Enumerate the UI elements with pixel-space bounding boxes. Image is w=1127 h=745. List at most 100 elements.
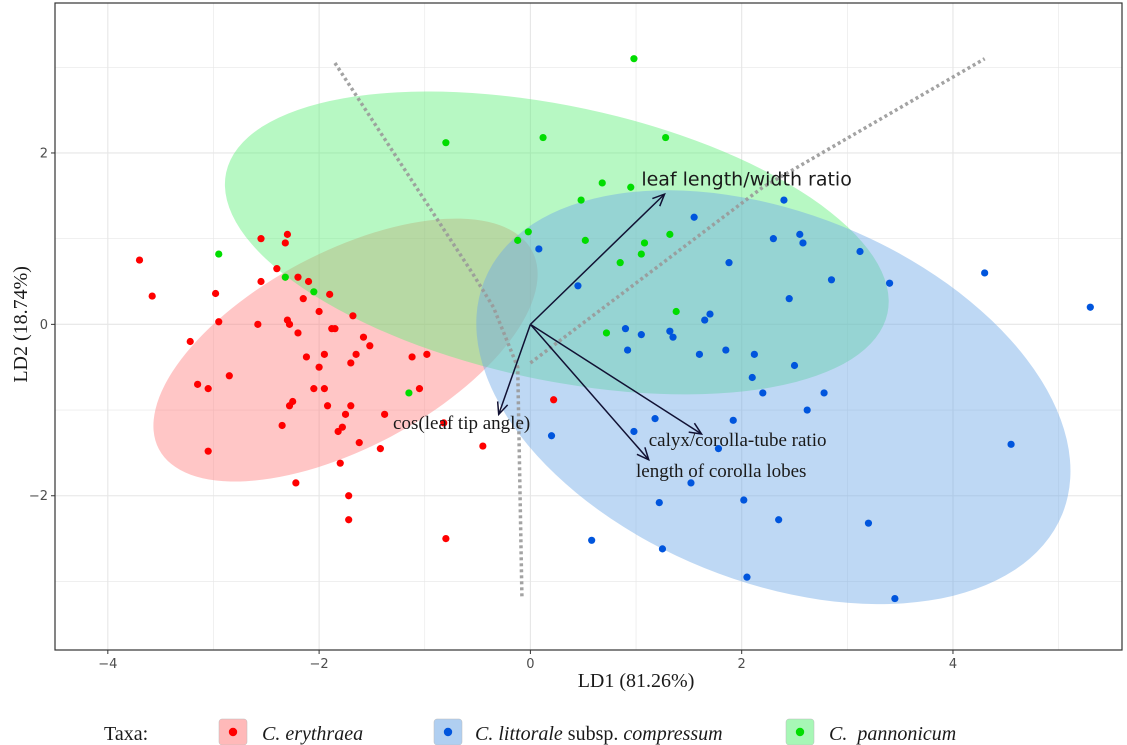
legend-item-erythraea: C. erythraea [218, 718, 363, 745]
point-littorale [981, 269, 989, 277]
point-littorale [714, 445, 723, 453]
point-erythraea [294, 273, 302, 281]
point-erythraea [186, 337, 194, 346]
point-littorale [630, 427, 638, 436]
point-pannonicum [581, 236, 589, 244]
point-littorale [748, 373, 756, 382]
point-littorale [799, 239, 807, 247]
x-tick-label: 0 [526, 657, 534, 672]
legend-item-littorale: C. littorale subsp. compressum [433, 718, 723, 745]
point-erythraea [285, 320, 294, 328]
point-littorale [864, 519, 873, 527]
point-littorale [891, 594, 899, 603]
point-erythraea [345, 516, 353, 524]
point-erythraea [355, 439, 363, 447]
arrow-shaft-4 [529, 323, 650, 461]
point-littorale [574, 282, 582, 290]
point-erythraea [283, 230, 292, 238]
point-pannonicum [598, 179, 606, 187]
arrow-shaft-1 [529, 193, 666, 325]
point-erythraea [292, 479, 300, 487]
x-tick-label: 4 [949, 657, 957, 672]
point-pannonicum [616, 259, 624, 267]
x-tick-label: −2 [310, 657, 329, 672]
arrow-shaft-2 [497, 324, 532, 415]
point-pannonicum [215, 250, 223, 258]
ellipse-erythraea [153, 218, 538, 482]
point-pannonicum [539, 133, 547, 142]
point-erythraea [326, 290, 334, 298]
point-littorale [547, 432, 556, 440]
point-erythraea [194, 380, 202, 388]
point-erythraea [278, 421, 286, 430]
point-erythraea [347, 402, 355, 410]
y-tick-label: 2 [40, 146, 48, 161]
point-erythraea [148, 292, 156, 300]
point-littorale [701, 316, 709, 324]
axis-ticks: −4 −2 0 2 4 −2 0 2 [29, 146, 957, 672]
legend-item-pannonicum: C. pannonicum [785, 718, 956, 745]
y-tick-label: −2 [29, 489, 48, 504]
legend-label-littorale-genus: C. littorale [475, 723, 563, 745]
arrow-label-calyx-ratio: calyx/corolla-tube ratio [649, 430, 827, 451]
x-axis-title: LD1 (81.26%) [578, 670, 695, 692]
point-erythraea [302, 353, 311, 361]
arrow-head-3 [688, 422, 704, 436]
point-littorale [690, 213, 698, 221]
point-littorale [621, 325, 630, 333]
x-tick-label: 2 [738, 657, 746, 672]
legend: Taxa: C. erythraea C. littorale subsp. c… [104, 718, 956, 745]
point-littorale [658, 545, 667, 553]
point-pannonicum [672, 307, 680, 316]
point-pannonicum [310, 288, 318, 296]
point-pannonicum [637, 250, 645, 258]
arrow-head-4 [636, 447, 650, 462]
point-pannonicum [577, 196, 585, 204]
point-littorale [588, 536, 596, 544]
data-points [135, 55, 1094, 603]
point-littorale [780, 196, 788, 204]
point-erythraea [294, 329, 302, 337]
point-littorale [740, 496, 748, 504]
point-pannonicum [666, 230, 674, 238]
point-erythraea [331, 325, 339, 333]
ellipse-littorale [476, 190, 1071, 605]
point-pannonicum [662, 133, 670, 142]
point-erythraea [289, 397, 297, 406]
x-tick-label: −4 [98, 657, 117, 672]
point-erythraea [349, 312, 357, 320]
point-erythraea [211, 289, 220, 298]
point-pannonicum [442, 139, 450, 147]
point-erythraea [304, 277, 313, 286]
point-littorale [820, 389, 828, 397]
point-pannonicum [602, 329, 611, 337]
point-littorale [725, 259, 733, 267]
point-littorale [1007, 440, 1015, 448]
point-erythraea [225, 372, 233, 380]
point-erythraea [310, 385, 318, 393]
point-erythraea [345, 492, 353, 500]
arrow-shaft-3 [529, 323, 702, 435]
point-erythraea [215, 318, 223, 326]
point-littorale [827, 276, 836, 284]
point-littorale [637, 331, 645, 339]
point-littorale [666, 327, 674, 335]
point-littorale [785, 295, 793, 303]
point-littorale [669, 333, 677, 341]
point-erythraea [352, 350, 360, 358]
point-littorale [687, 479, 695, 487]
point-erythraea [204, 385, 212, 393]
point-littorale [743, 573, 751, 581]
loading-arrows [496, 192, 704, 462]
point-erythraea [257, 235, 265, 243]
point-littorale [885, 279, 894, 287]
legend-label-pannonicum: C. pannonicum [829, 723, 956, 745]
ellipse-pannonicum [224, 91, 889, 395]
legend-label-littorale-subsp: subsp. [563, 723, 624, 745]
legend-dot-pannonicum [795, 727, 805, 737]
point-littorale [775, 516, 783, 524]
point-erythraea [257, 277, 265, 286]
dotted-line-1 [333, 62, 524, 599]
point-erythraea [315, 307, 323, 316]
